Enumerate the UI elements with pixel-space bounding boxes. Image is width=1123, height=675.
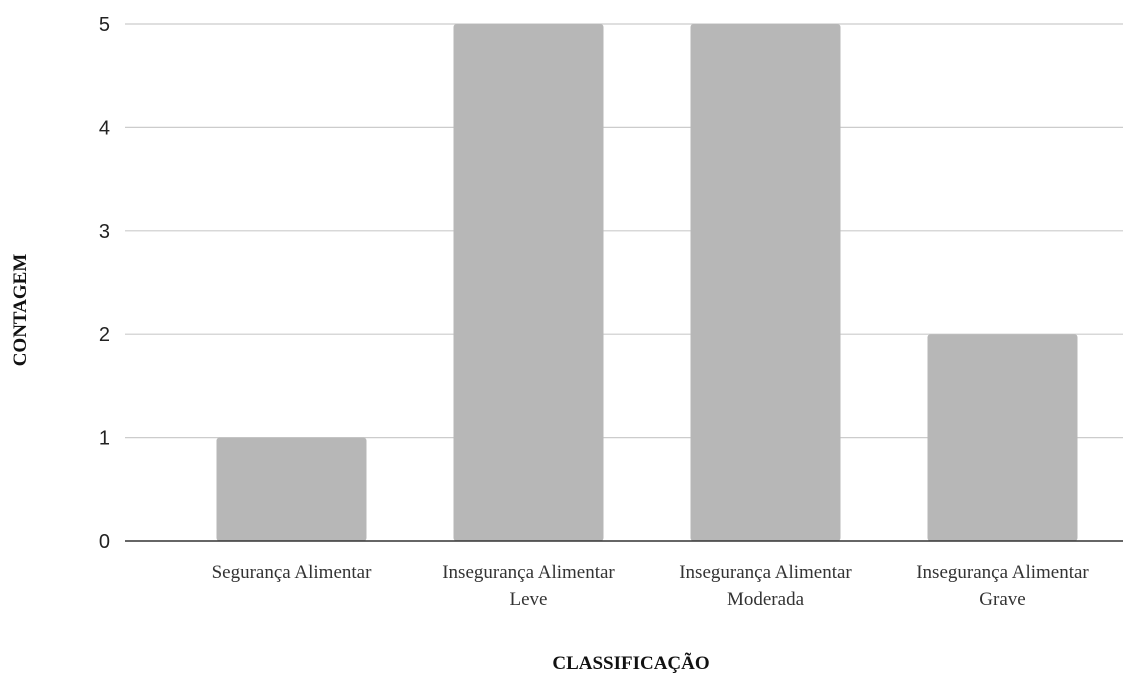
bar — [216, 437, 367, 541]
y-tick-label: 1 — [99, 428, 110, 450]
x-category-label-line: Insegurança Alimentar — [442, 562, 615, 583]
y-tick-label: 4 — [99, 117, 110, 139]
x-axis-title: CLASSIFICAÇÃO — [552, 652, 709, 674]
bar — [690, 24, 841, 541]
x-category-label-line: Leve — [510, 589, 548, 610]
y-tick-labels: 0 1 2 3 4 5 — [99, 14, 110, 553]
x-category-label-line: Grave — [979, 589, 1025, 610]
x-category-labels: Segurança Alimentar Insegurança Alimentar… — [212, 562, 1090, 610]
x-category-label: Insegurança Alimentar Grave — [916, 562, 1089, 610]
x-category-label: Segurança Alimentar — [212, 562, 373, 583]
x-category-label-line: Insegurança Alimentar — [679, 562, 852, 583]
bars — [216, 24, 1078, 541]
y-tick-label: 0 — [99, 531, 110, 553]
x-category-label: Insegurança Alimentar Leve — [442, 562, 615, 610]
x-category-label-line: Moderada — [727, 589, 805, 610]
x-category-label-line: Segurança Alimentar — [212, 562, 373, 583]
y-tick-label: 5 — [99, 14, 110, 36]
y-axis-title: CONTAGEM — [10, 254, 31, 367]
y-tick-label: 2 — [99, 324, 110, 346]
y-tick-label: 3 — [99, 221, 110, 243]
x-category-label-line: Insegurança Alimentar — [916, 562, 1089, 583]
x-category-label: Insegurança Alimentar Moderada — [679, 562, 852, 610]
bar — [927, 334, 1078, 541]
bar — [453, 24, 604, 541]
